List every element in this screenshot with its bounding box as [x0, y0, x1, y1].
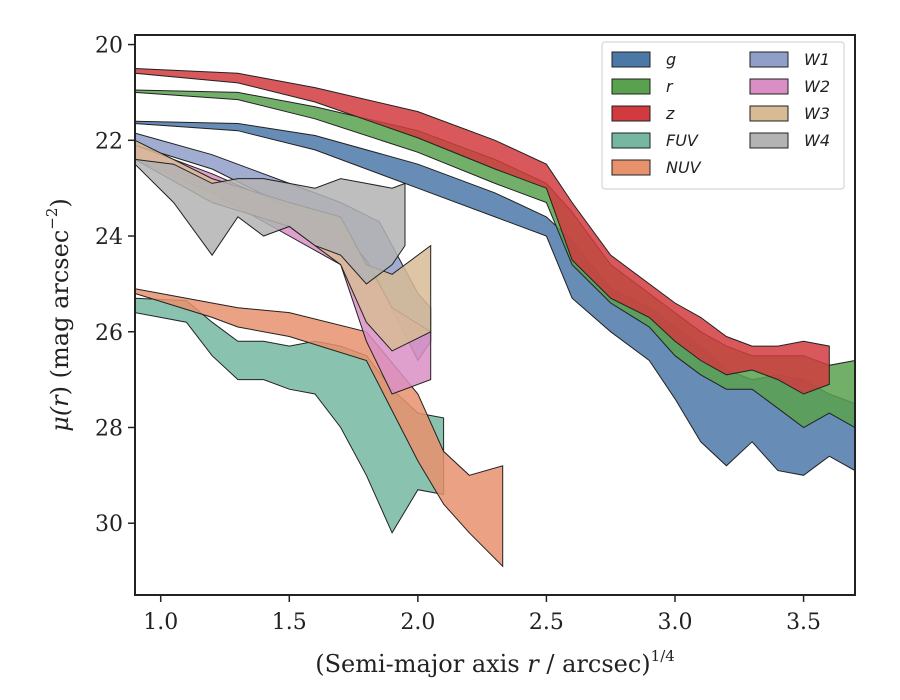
x-tick-label: 1.0	[143, 610, 178, 635]
y-tick-label: 30	[95, 512, 123, 537]
y-axis-ticks: 20 22 24 26 28 30	[95, 34, 135, 537]
x-tick-label: 3.0	[658, 610, 693, 635]
legend-swatch-g	[611, 51, 651, 68]
x-tick-label: 1.5	[272, 610, 307, 635]
legend-label-z: z	[665, 104, 675, 123]
x-tick-label: 2.0	[400, 610, 435, 635]
legend-label-w3: W3	[804, 104, 830, 123]
legend-swatch-r	[611, 78, 651, 95]
legend-swatch-nuv	[611, 159, 651, 176]
legend-label-g: g	[666, 50, 676, 69]
legend-swatch-fuv	[611, 132, 651, 149]
area-nuv	[134, 288, 504, 568]
legend-label-fuv: FUV	[666, 131, 699, 150]
legend-label-nuv: NUV	[666, 158, 702, 177]
y-tick-label: 20	[95, 34, 123, 59]
profile-areas	[134, 67, 856, 568]
x-tick-label: 2.5	[529, 610, 564, 635]
x-tick-label: 3.5	[786, 610, 821, 635]
x-axis-ticks: 1.0 1.5 2.0 2.5 3.0 3.5	[143, 595, 821, 635]
legend-label-w2: W2	[804, 77, 830, 96]
y-axis-label: μ(r) (mag arcsec−2)	[43, 198, 74, 432]
y-tick-label: 22	[95, 129, 123, 154]
plot-frame	[134, 34, 856, 596]
legend-label-w1: W1	[804, 50, 830, 69]
legend-swatch-w1	[749, 51, 789, 68]
legend-swatch-w4	[749, 132, 789, 149]
y-tick-label: 26	[95, 321, 123, 346]
legend-label-r: r	[666, 77, 674, 96]
legend-swatch-w3	[749, 105, 789, 122]
legend-swatch-w2	[749, 78, 789, 95]
y-tick-label: 28	[95, 416, 123, 441]
area-w4	[134, 158, 406, 285]
x-axis-label: (Semi-major axis r / arcsec)1/4	[315, 647, 675, 678]
y-tick-label: 24	[95, 225, 123, 250]
legend-swatch-z	[611, 105, 651, 122]
area-z	[134, 67, 830, 395]
legend: grz FUV NUV W1 W2 W3 W4	[601, 41, 845, 190]
legend-label-w4: W4	[804, 131, 830, 150]
